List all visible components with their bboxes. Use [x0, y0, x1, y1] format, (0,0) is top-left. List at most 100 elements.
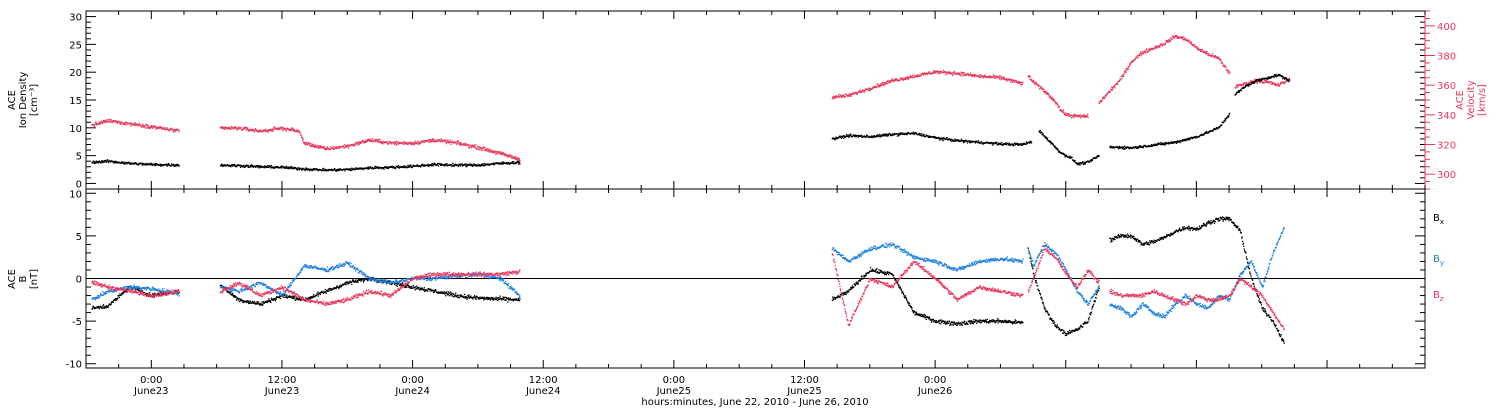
- data-point: [445, 139, 447, 141]
- data-point: [316, 146, 319, 148]
- data-point: [989, 77, 991, 79]
- data-point: [175, 130, 177, 132]
- data-point: [98, 121, 100, 123]
- data-point: [1013, 145, 1015, 147]
- data-point: [315, 169, 317, 171]
- data-point: [506, 154, 508, 156]
- data-point: [979, 73, 981, 76]
- data-point: [1188, 41, 1190, 43]
- data-point: [259, 166, 262, 169]
- data-point: [175, 128, 177, 130]
- data-point: [938, 136, 940, 139]
- data-point: [862, 89, 865, 91]
- data-point: [357, 280, 359, 282]
- data-point: [927, 72, 929, 75]
- data-point: [312, 145, 315, 148]
- data-point: [1252, 80, 1254, 82]
- data-point: [839, 94, 841, 96]
- data-point: [269, 129, 271, 131]
- data-point: [290, 166, 293, 169]
- data-point: [416, 164, 418, 166]
- data-point: [1253, 78, 1256, 81]
- data-point: [437, 162, 439, 165]
- data-point: [1046, 92, 1048, 95]
- data-point: [1086, 116, 1088, 118]
- data-point: [981, 141, 983, 143]
- data-point: [1043, 88, 1045, 91]
- data-point: [902, 132, 904, 135]
- data-point: [362, 281, 365, 283]
- data-point: [116, 298, 118, 301]
- data-point: [1003, 77, 1006, 79]
- data-point: [1217, 56, 1220, 58]
- data-point: [839, 95, 841, 97]
- data-point: [846, 94, 849, 97]
- data-point: [869, 89, 872, 91]
- data-point: [961, 72, 964, 75]
- top-panel-frame: [85, 10, 1426, 190]
- data-point: [1244, 82, 1246, 84]
- data-point: [879, 85, 881, 87]
- data-point: [890, 79, 893, 82]
- data-point: [413, 143, 415, 145]
- data-point: [155, 164, 157, 166]
- data-point: [461, 163, 463, 165]
- data-point: [291, 167, 293, 169]
- data-point: [882, 134, 884, 136]
- data-point: [1077, 115, 1080, 117]
- data-point: [833, 97, 835, 100]
- data-point: [995, 142, 997, 144]
- data-point: [1179, 140, 1181, 143]
- data-point: [1065, 154, 1067, 156]
- data-point: [942, 69, 945, 72]
- data-point: [1183, 37, 1185, 39]
- data-point: [1052, 143, 1054, 146]
- data-point: [338, 285, 341, 288]
- data-point: [380, 140, 383, 143]
- data-point: [1098, 102, 1100, 105]
- data-point: [891, 134, 893, 137]
- data-point: [1041, 87, 1044, 89]
- data-point: [149, 126, 151, 128]
- data-point: [222, 126, 225, 129]
- data-point: [468, 146, 470, 149]
- data-point: [130, 162, 132, 164]
- data-point: [918, 133, 920, 135]
- data-point: [1087, 160, 1089, 163]
- data-point: [887, 134, 890, 136]
- data-point: [263, 130, 266, 132]
- data-point: [289, 166, 292, 169]
- data-point: [427, 165, 430, 168]
- data-point: [310, 296, 313, 298]
- data-point: [1268, 77, 1270, 80]
- data-point: [1189, 138, 1191, 141]
- data-point: [96, 161, 98, 163]
- data-point: [317, 295, 319, 297]
- data-point: [989, 75, 991, 77]
- data-point: [356, 281, 358, 283]
- data-point: [1134, 58, 1137, 60]
- data-point: [310, 297, 312, 299]
- data-point: [102, 305, 104, 307]
- data-point: [333, 287, 335, 289]
- data-point: [1053, 145, 1055, 147]
- data-point: [1102, 97, 1104, 99]
- data-point: [850, 94, 852, 96]
- data-point: [370, 140, 372, 143]
- data-point: [94, 161, 96, 163]
- data-point: [1253, 80, 1255, 82]
- data-point: [108, 304, 110, 306]
- data-point: [305, 141, 307, 144]
- data-point: [1118, 147, 1120, 150]
- data-point: [336, 286, 338, 288]
- data-point: [845, 135, 847, 137]
- data-point: [1173, 141, 1175, 143]
- data-point: [234, 126, 236, 129]
- data-point: [93, 162, 96, 165]
- data-point: [1109, 91, 1112, 93]
- data-point: [428, 141, 430, 143]
- data-point: [105, 161, 107, 163]
- data-point: [1242, 87, 1245, 89]
- data-point: [879, 135, 882, 137]
